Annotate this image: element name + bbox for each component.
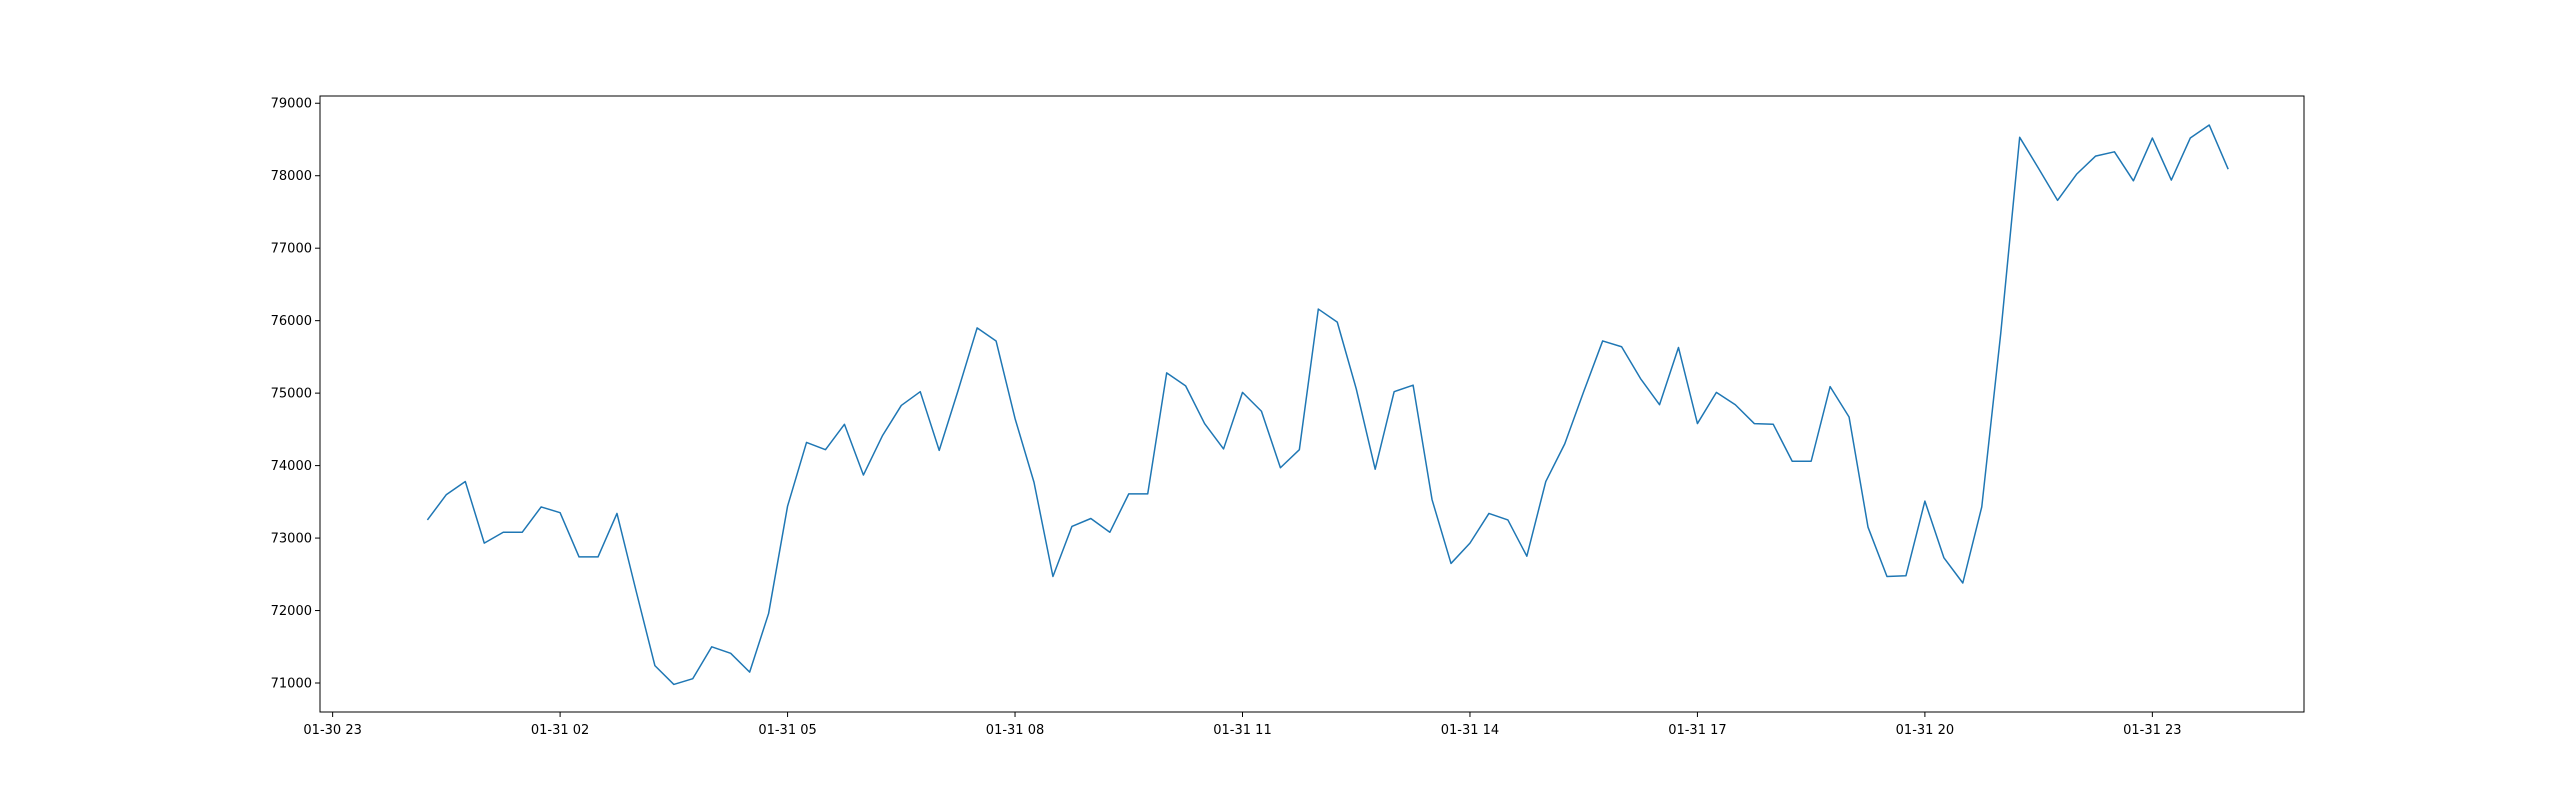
x-tick-label: 01-31 14 <box>1441 723 1499 738</box>
x-tick-label: 01-31 17 <box>1668 723 1726 738</box>
x-tick-label: 01-31 08 <box>986 723 1044 738</box>
x-tick-label: 01-31 11 <box>1213 723 1271 738</box>
y-tick-label: 79000 <box>271 97 312 112</box>
y-tick-label: 77000 <box>271 242 312 257</box>
x-tick-label: 01-31 05 <box>758 723 816 738</box>
y-tick-label: 74000 <box>271 459 312 474</box>
series-layer <box>426 124 2229 686</box>
x-tick-label: 01-30 23 <box>303 723 361 738</box>
y-tick-label: 78000 <box>271 169 312 184</box>
series-line <box>426 124 2229 686</box>
y-tick-label: 76000 <box>271 314 312 329</box>
axis-ticks: 71000 72000 73000 74000 75000 76000 77000 78000… <box>271 97 2182 738</box>
plot-frame <box>319 95 2305 713</box>
x-tick-label: 01-31 20 <box>1896 723 1954 738</box>
x-tick-label: 01-31 02 <box>531 723 589 738</box>
y-tick-label: 73000 <box>271 532 312 547</box>
x-tick-label: 01-31 23 <box>2123 723 2181 738</box>
y-tick-label: 75000 <box>271 387 312 402</box>
y-tick-label: 71000 <box>271 677 312 692</box>
y-tick-label: 72000 <box>271 604 312 619</box>
